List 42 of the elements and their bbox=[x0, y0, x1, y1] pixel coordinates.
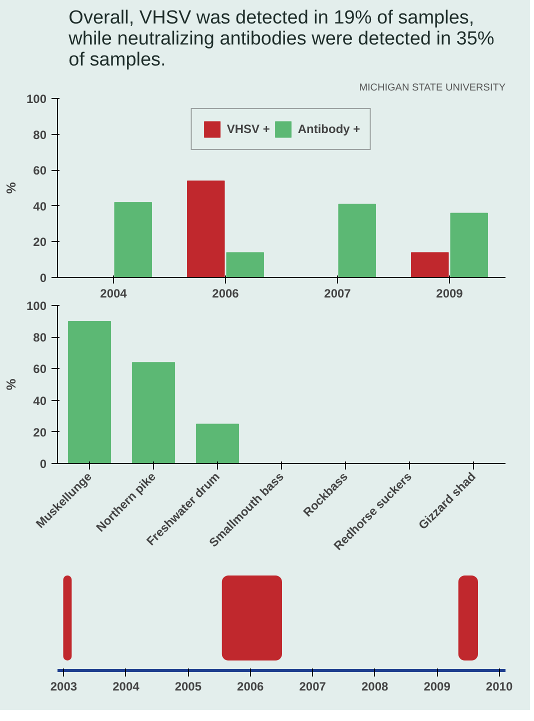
y-tick-label: 0 bbox=[40, 457, 47, 471]
bar bbox=[63, 576, 72, 660]
x-tick-label: 2009 bbox=[436, 286, 464, 300]
x-tick-label: 2008 bbox=[361, 680, 389, 694]
chart-title: Overall, VHSV was detected in 19% of samples, while neutralizing antibodies were detected in 35% of samples. bbox=[68, 8, 494, 70]
y-tick-label: 20 bbox=[33, 235, 47, 250]
x-tick-label: 2009 bbox=[424, 680, 451, 694]
y-axis-title: % bbox=[3, 182, 18, 194]
legend-label: VHSV + bbox=[226, 122, 270, 136]
x-tick-label: 2005 bbox=[174, 680, 202, 694]
y-tick-label: 20 bbox=[33, 425, 47, 440]
x-tick-label: 2006 bbox=[237, 680, 264, 694]
y-tick-label: 60 bbox=[33, 164, 47, 178]
bar bbox=[338, 204, 376, 278]
y-tick-label: 100 bbox=[26, 92, 47, 106]
y-tick-label: 80 bbox=[33, 128, 47, 142]
y-tick-label: 40 bbox=[33, 199, 47, 214]
y-tick-label: 100 bbox=[26, 299, 47, 313]
bar bbox=[68, 321, 112, 464]
bar bbox=[187, 180, 225, 278]
legend-label: Antibody + bbox=[298, 122, 360, 136]
bar bbox=[196, 424, 240, 464]
bar bbox=[458, 576, 478, 660]
y-tick-label: 60 bbox=[33, 362, 47, 376]
y-axis-title: % bbox=[3, 378, 18, 390]
y-tick-label: 40 bbox=[33, 394, 47, 408]
y-tick-label: 0 bbox=[40, 271, 47, 285]
x-tick-label: 2006 bbox=[212, 286, 240, 300]
x-tick-label: 2004 bbox=[100, 286, 128, 300]
x-tick-label: 2004 bbox=[112, 680, 140, 694]
x-tick-label: 2003 bbox=[50, 680, 78, 694]
bar bbox=[132, 362, 176, 464]
bar bbox=[222, 576, 282, 660]
bar bbox=[226, 252, 264, 278]
y-tick-label: 80 bbox=[33, 330, 47, 345]
x-tick-label: 2007 bbox=[299, 680, 326, 694]
bar bbox=[411, 252, 449, 278]
text: MICHIGAN STATE UNIVERSITY bbox=[359, 82, 506, 94]
bar bbox=[114, 202, 152, 278]
x-tick-label: 2007 bbox=[324, 286, 352, 300]
x-tick-label: 2010 bbox=[486, 680, 513, 694]
bar bbox=[450, 212, 488, 278]
